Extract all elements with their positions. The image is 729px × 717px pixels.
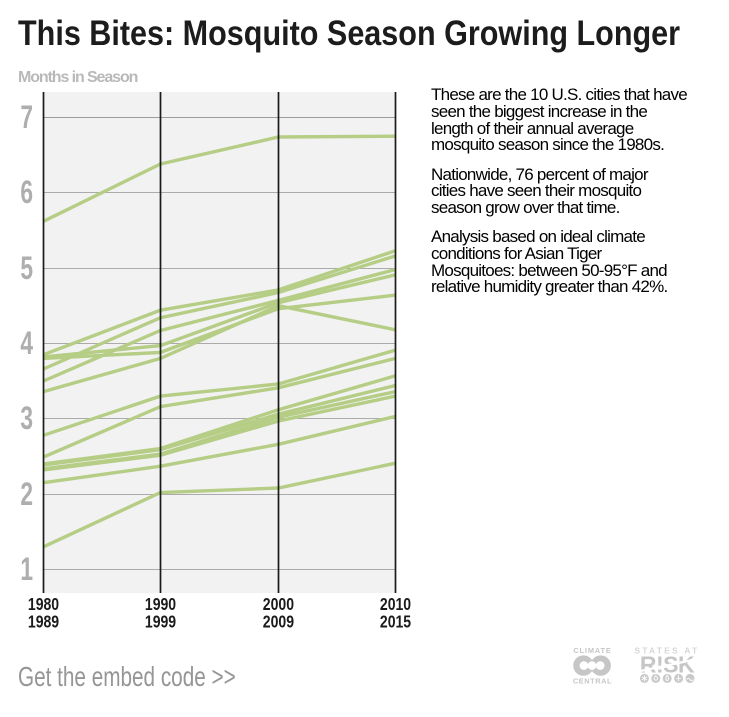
svg-text:CENTRAL: CENTRAL <box>573 677 612 686</box>
svg-text:2: 2 <box>20 476 33 512</box>
svg-text:4: 4 <box>20 325 33 361</box>
svg-text:3: 3 <box>20 400 33 436</box>
svg-text:1989: 1989 <box>28 612 59 632</box>
svg-text:2010: 2010 <box>380 594 411 614</box>
svg-text:5: 5 <box>20 250 33 286</box>
svg-text:CLIMATE: CLIMATE <box>573 646 611 655</box>
svg-text:2009: 2009 <box>263 612 294 632</box>
svg-text:1999: 1999 <box>145 612 176 632</box>
svg-text:1: 1 <box>20 551 33 587</box>
svg-text:1990: 1990 <box>145 594 176 614</box>
svg-text:6: 6 <box>20 174 33 210</box>
svg-text:7: 7 <box>20 99 33 135</box>
svg-text:2015: 2015 <box>380 612 411 632</box>
svg-text:STATES AT: STATES AT <box>635 647 700 656</box>
svg-text:1980: 1980 <box>28 594 59 614</box>
svg-text:2000: 2000 <box>263 594 294 614</box>
